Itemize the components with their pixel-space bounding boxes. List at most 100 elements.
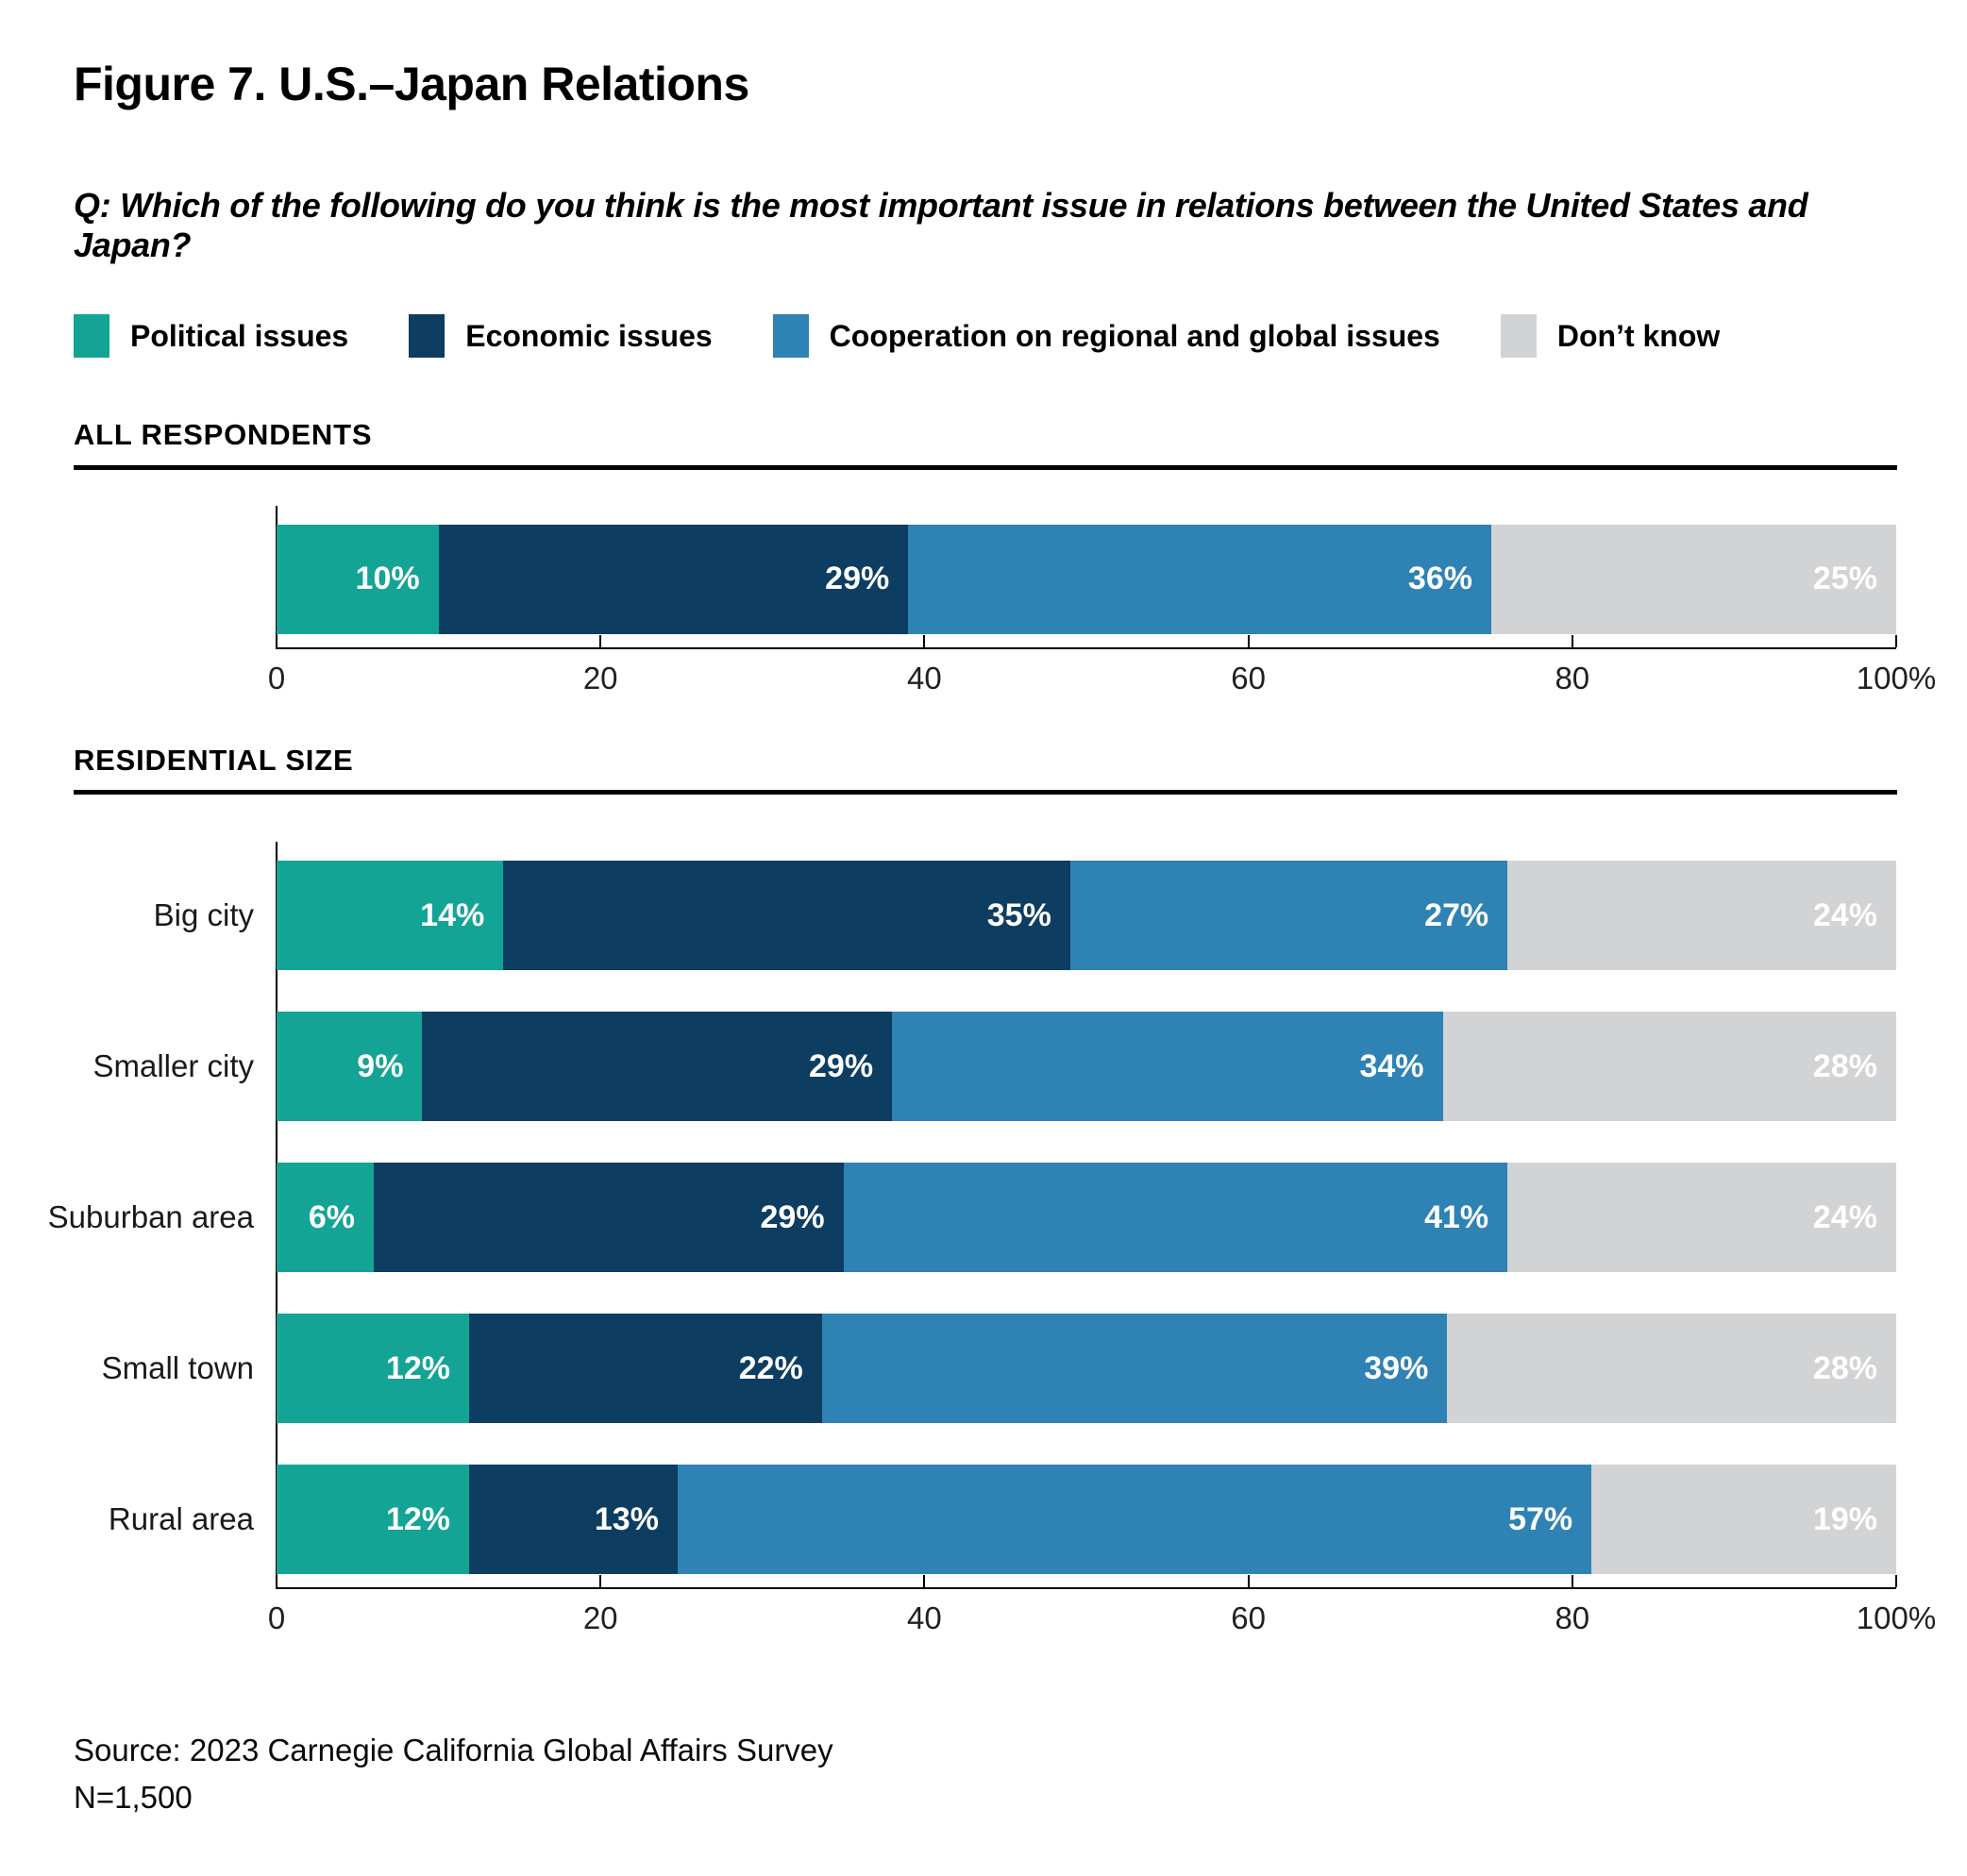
x-axis-tick — [276, 1575, 277, 1588]
bar-segment: 28% — [1447, 1314, 1897, 1424]
x-axis-tick — [1895, 634, 1897, 647]
section-residential-size: RESIDENTIAL SIZE Big city 14% 35% 27% 24% Sma… — [48, 743, 1937, 1639]
section-rule — [74, 464, 1897, 470]
category-label: Big city — [153, 897, 254, 933]
bar-segment: 25% — [1490, 524, 1896, 634]
bar-segment: 29% — [438, 524, 909, 634]
bar-segment: 12% — [277, 1465, 469, 1575]
x-axis-tick — [599, 1575, 602, 1588]
bar-segment-value: 12% — [385, 1349, 450, 1386]
bar-rows: Big city 14% 35% 27% 24% Smaller city 9% 29% 34%… — [48, 861, 1897, 1575]
category-label: Smaller city — [92, 1048, 254, 1084]
x-axis-tick-label: 60 — [1231, 660, 1266, 695]
x-axis-tick-label: 80 — [1555, 660, 1590, 695]
bar-segment-value: 28% — [1812, 1047, 1877, 1084]
section-rule — [74, 790, 1897, 796]
bar-segment: 6% — [277, 1163, 374, 1273]
x-axis-tick — [1247, 634, 1250, 647]
bar-segment: 41% — [843, 1163, 1508, 1273]
bar-row: Smaller city 9% 29% 34% 28% — [92, 1012, 1896, 1122]
bar-segment: 36% — [908, 524, 1491, 634]
x-axis-tick-label: 0 — [267, 660, 286, 695]
sample-size-text: N=1,500 — [74, 1779, 193, 1815]
bar-segment-value: 28% — [1812, 1349, 1878, 1386]
legend-item-cooperation: Cooperation on regional and global issue… — [772, 314, 1440, 358]
chart-all-respondents: 10% 29% 36% 25% 0 20 40 60 80 100% — [268, 505, 1936, 698]
bar-segment-value: 34% — [1359, 1047, 1424, 1084]
x-axis-tick — [599, 634, 602, 647]
bar-segment: 10% — [277, 524, 439, 634]
bar-segment-value: 13% — [594, 1500, 659, 1537]
bar-row: Rural area 12% 13% 57% 19% — [109, 1465, 1896, 1575]
bar-row: Small town 12% 22% 39% 28% — [102, 1314, 1897, 1424]
section-heading-all-respondents: ALL RESPONDENTS — [74, 418, 373, 451]
legend-label: Cooperation on regional and global issue… — [829, 318, 1440, 353]
legend-item-economic: Economic issues — [409, 314, 713, 358]
bar-segment-value: 29% — [760, 1198, 825, 1235]
bar-segment-value: 39% — [1364, 1349, 1429, 1386]
bar-segment: 19% — [1591, 1465, 1896, 1575]
legend-item-dont-know: Don’t know — [1500, 314, 1721, 358]
bar-segment-value: 29% — [809, 1047, 874, 1084]
category-label: Small town — [101, 1350, 254, 1386]
legend-label: Economic issues — [465, 318, 713, 353]
bar-segment-value: 36% — [1407, 561, 1472, 597]
x-axis-tick-label: 20 — [582, 1600, 618, 1636]
bar-segment: 24% — [1507, 861, 1896, 971]
x-axis-tick — [1571, 634, 1573, 647]
bar-segment-value: 25% — [1812, 561, 1877, 597]
bar-segment-value: 57% — [1508, 1500, 1573, 1537]
x-axis-tick-label: 20 — [582, 660, 618, 695]
x-axis-tick — [1247, 1575, 1250, 1588]
bar-segment-value: 41% — [1424, 1198, 1489, 1235]
legend-label: Political issues — [130, 318, 349, 353]
bar-segment: 22% — [468, 1314, 822, 1424]
bar-segment: 29% — [373, 1163, 844, 1273]
section-heading-residential-size: RESIDENTIAL SIZE — [74, 743, 354, 777]
legend-swatch-economic — [409, 314, 446, 358]
source-text: Source: 2023 Carnegie California Global … — [74, 1733, 833, 1768]
x-axis-tick-label: 40 — [907, 1600, 942, 1636]
bar-segment-value: 24% — [1812, 896, 1877, 933]
bar-segment: 12% — [277, 1314, 469, 1424]
x-axis-tick-label: 100% — [1856, 1600, 1937, 1636]
x-axis-tick — [1571, 1575, 1573, 1588]
legend-swatch-political — [74, 314, 109, 358]
bar-row: Suburban area 6% 29% 41% 24% — [48, 1163, 1896, 1273]
legend-label: Don’t know — [1556, 318, 1721, 353]
x-axis-tick-label: 0 — [267, 1600, 286, 1636]
x-axis-tick — [923, 634, 926, 647]
x-axis-tick-label: 80 — [1555, 1600, 1590, 1636]
x-axis — [276, 634, 1897, 649]
bar-segment: 29% — [422, 1012, 893, 1122]
bar-segment: 35% — [503, 861, 1070, 971]
bar-segment-value: 10% — [355, 561, 420, 597]
bar-segment-value: 9% — [357, 1047, 404, 1084]
bar-segment: 9% — [277, 1012, 423, 1122]
x-axis-tick — [1895, 1575, 1897, 1588]
bar-segment-value: 29% — [825, 561, 890, 597]
figure-title: Figure 7. U.S.–Japan Relations — [74, 58, 749, 110]
legend-swatch-dont-know — [1500, 314, 1537, 358]
survey-question: Q: Which of the following do you think i… — [74, 186, 1808, 264]
bar-segment-value: 14% — [420, 896, 485, 933]
bar-row: 10% 29% 36% 25% — [277, 524, 1896, 634]
x-axis-tick-label: 40 — [907, 660, 942, 695]
bar-segment-value: 12% — [385, 1500, 450, 1537]
x-axis-tick-label: 100% — [1856, 660, 1937, 695]
bar-segment-value: 27% — [1424, 896, 1489, 933]
x-axis-tick-label: 60 — [1231, 1600, 1266, 1636]
bar-segment: 57% — [677, 1465, 1592, 1575]
bar-segment: 34% — [892, 1012, 1443, 1122]
x-axis-tick — [276, 634, 277, 647]
bar-segment-value: 22% — [738, 1349, 803, 1386]
section-all-respondents: ALL RESPONDENTS 10% 29% 36% 25% 0 20 40 60 80 10… — [74, 418, 1936, 698]
bar-segment: 28% — [1442, 1012, 1896, 1122]
bar-segment: 13% — [468, 1465, 678, 1575]
x-axis-tick — [923, 1575, 926, 1588]
source-block: Source: 2023 Carnegie California Global … — [74, 1727, 1897, 1820]
legend-swatch-cooperation — [772, 314, 809, 358]
bar-segment-value: 6% — [308, 1198, 355, 1235]
bar-segment-value: 24% — [1812, 1198, 1877, 1235]
